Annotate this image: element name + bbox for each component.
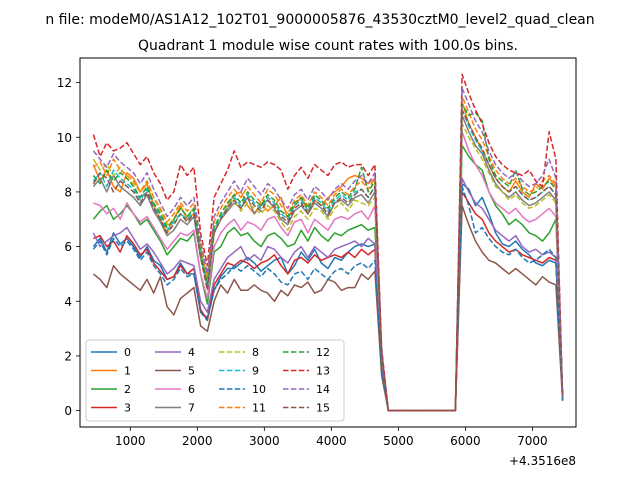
- series-line-13: [92, 73, 564, 412]
- axes-frame: [79, 57, 577, 428]
- x-tick-label: 7000: [517, 434, 548, 448]
- series-line-2: [92, 144, 564, 412]
- x-axis-offset-label: +4.3516e8: [509, 454, 576, 468]
- legend-label-6: 6: [188, 383, 195, 396]
- series-line-7: [92, 114, 564, 412]
- legend-label-10: 10: [252, 383, 266, 396]
- legend-label-4: 4: [188, 346, 195, 359]
- series-line-4: [92, 177, 564, 412]
- series-line-11: [92, 95, 564, 412]
- legend-label-12: 12: [316, 346, 330, 359]
- axes-title: Quadrant 1 module wise count rates with …: [138, 38, 518, 54]
- x-tick-label: 2000: [182, 434, 213, 448]
- y-tick-label: 12: [57, 76, 72, 90]
- legend-label-0: 0: [124, 346, 131, 359]
- y-tick-label: 8: [64, 185, 72, 199]
- x-tick-label: 5000: [383, 434, 414, 448]
- series-layer: [92, 73, 564, 412]
- legend-label-3: 3: [124, 402, 131, 415]
- y-tick-label: 2: [64, 349, 72, 363]
- legend-label-13: 13: [316, 365, 330, 378]
- legend-label-9: 9: [252, 365, 259, 378]
- legend-label-15: 15: [316, 402, 330, 415]
- legend-frame: [85, 339, 345, 422]
- y-tick-label: 4: [64, 295, 72, 309]
- legend-label-5: 5: [188, 365, 195, 378]
- x-axis: 1000 2000 3000 4000 5000 6000 7000: [115, 427, 548, 448]
- series-line-10: [92, 185, 564, 412]
- series-line-6: [93, 131, 564, 412]
- y-tick-label: 6: [64, 240, 72, 254]
- x-tick-label: 3000: [249, 434, 280, 448]
- y-tick-label: 10: [57, 131, 72, 145]
- x-tick-label: 1000: [115, 434, 146, 448]
- series-line-14: [92, 87, 564, 412]
- legend-label-2: 2: [124, 383, 131, 396]
- y-axis: 0 2 4 6 8 10 12: [57, 76, 80, 418]
- x-tick-label: 4000: [316, 434, 347, 448]
- legend-label-7: 7: [188, 402, 195, 415]
- legend-label-11: 11: [252, 402, 266, 415]
- series-line-12: [92, 103, 564, 412]
- x-tick-label: 6000: [450, 434, 481, 448]
- legend-label-8: 8: [252, 346, 259, 359]
- legend-label-14: 14: [316, 383, 330, 396]
- plot-area: [79, 57, 577, 428]
- series-line-15: [92, 109, 564, 412]
- y-tick-label: 0: [64, 404, 72, 418]
- legend-label-1: 1: [124, 365, 131, 378]
- figure-suptitle: n file: modeM0/AS1A12_102T01_9000005876_…: [45, 12, 594, 28]
